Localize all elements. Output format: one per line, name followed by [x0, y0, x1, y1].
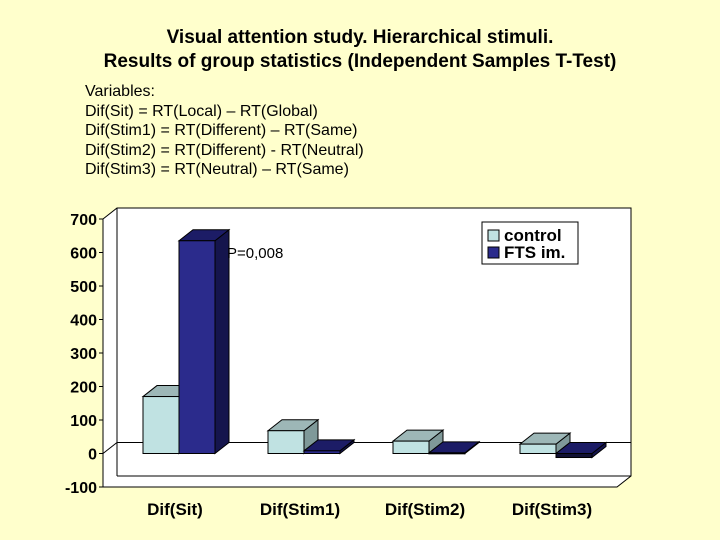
bar-control-3 [518, 432, 572, 455]
legend-swatch [487, 246, 500, 259]
bar-front-face [555, 453, 593, 459]
x-category-label: Dif(Stim3) [512, 500, 592, 519]
x-category-label: Dif(Stim2) [385, 500, 465, 519]
bar-fts-1 [302, 438, 356, 455]
bar-side-face [214, 228, 230, 455]
bar-control-1 [266, 418, 320, 455]
x-category-label: Dif(Stim1) [260, 500, 340, 519]
zero-floor-left-edge [102, 442, 118, 454]
y-tick-label: 300 [70, 346, 97, 363]
variable-def-stim3: Dif(Stim3) = RT(Neutral) – RT(Same) [85, 161, 349, 178]
chart-title-line1: Visual attention study. Hierarchical sti… [166, 27, 554, 48]
variables-heading: Variables: [85, 83, 155, 100]
variable-def-stim1: Dif(Stim1) = RT(Different) – RT(Same) [85, 122, 358, 139]
chart-title-line2: Results of group statistics (Independent… [103, 51, 617, 72]
y-tick-label: 500 [70, 279, 97, 296]
y-tick-label: 0 [88, 447, 97, 464]
bar-fts-2 [427, 440, 481, 455]
bar-front-face [392, 440, 430, 455]
y-tick-label: 700 [70, 212, 97, 229]
bar-front-face [178, 240, 216, 454]
variable-def-sit: Dif(Sit) = RT(Local) – RT(Global) [85, 102, 318, 120]
bar-front-face [303, 450, 341, 455]
bar-fts-0 [177, 228, 231, 455]
bar-front-face [142, 396, 180, 454]
bar-front-face [267, 430, 305, 455]
bar-fts-3 [554, 441, 608, 459]
variables-block: Variables: Dif(Sit) = RT(Local) – RT(Glo… [85, 82, 364, 180]
bar-front-face [428, 452, 466, 455]
legend-swatch [487, 229, 500, 242]
y-tick-label: 200 [70, 380, 97, 397]
legend-label: control [504, 226, 562, 245]
p-value-annotation: P=0,008 [227, 245, 283, 262]
y-tick-label: 400 [70, 313, 97, 330]
y-tick-label: 100 [70, 413, 97, 430]
bar-front-face [519, 443, 557, 454]
x-category-label: Dif(Sit) [147, 500, 203, 519]
bar-control-2 [391, 429, 445, 455]
y-tick-label: 600 [70, 246, 97, 263]
variable-def-stim2: Dif(Stim2) = RT(Different) - RT(Neutral) [85, 141, 364, 159]
y-tick-label: -100 [65, 480, 97, 497]
legend-label: FTS im. [504, 243, 565, 262]
